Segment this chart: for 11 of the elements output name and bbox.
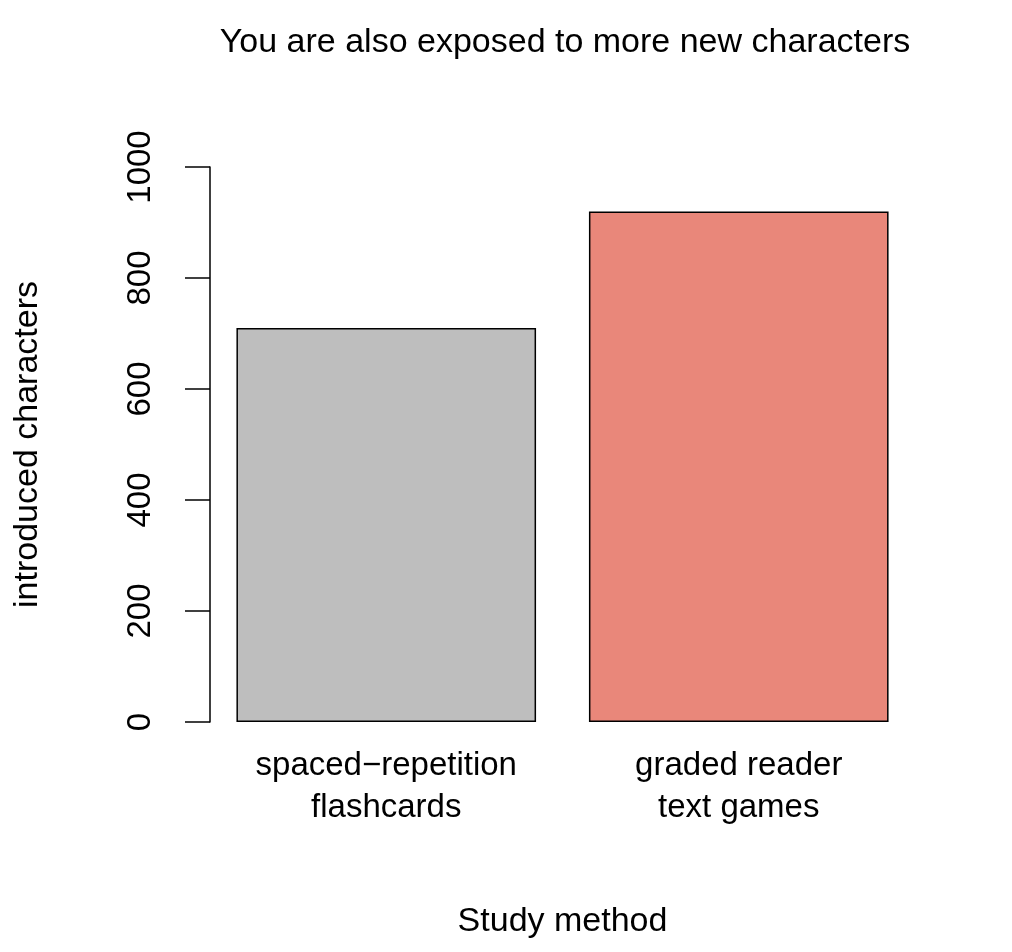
y-tick-label: 200 xyxy=(120,583,157,639)
x-tick-label: graded reader text games xyxy=(635,744,843,824)
y-tick-label: 800 xyxy=(120,250,157,306)
y-tick-label: 1000 xyxy=(120,130,157,204)
x-tick-label: spaced−repetition flashcards xyxy=(255,744,517,824)
y-tick-label: 0 xyxy=(120,712,157,732)
y-axis-title: introduced characters xyxy=(6,281,44,608)
x-axis-title: Study method xyxy=(457,900,668,938)
chart-title: You are also exposed to more new characters xyxy=(219,21,911,59)
y-tick-label: 600 xyxy=(120,361,157,417)
y-tick-label: 400 xyxy=(120,472,157,528)
